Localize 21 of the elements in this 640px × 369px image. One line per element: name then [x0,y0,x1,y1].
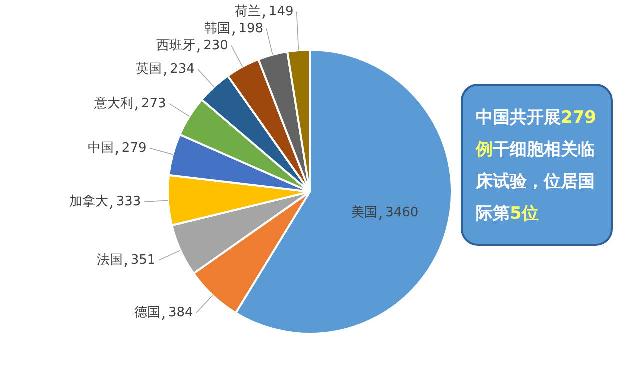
data-label: 234 [170,62,195,77]
data-label: 351 [130,253,156,268]
data-label: 273 [141,96,166,112]
data-label: 230 [204,38,228,54]
data-label: 198 [238,21,264,36]
slice-label: 法国 [96,253,123,268]
slice-label: 西班牙 [156,38,196,54]
data-label: 279 [122,140,147,156]
data-label: 384 [168,306,194,321]
slice-label: 加拿大 [69,194,108,210]
slice-label: 德国 [134,306,161,321]
data-label: 333 [116,194,142,210]
slice-label: 中国 [88,140,114,156]
text: 中国共开展279例干细胞相关临床试验，位居国际第5位 [476,108,596,224]
slice-label: 荷兰 [234,4,261,20]
data-label: 3460 [386,206,419,221]
data-label: 149 [268,4,294,20]
slice-label: 韩国 [204,21,231,36]
slice-label: 意大利 [93,96,134,112]
slice-label: 英国 [136,62,162,77]
slice-label: 美国 [352,204,378,221]
